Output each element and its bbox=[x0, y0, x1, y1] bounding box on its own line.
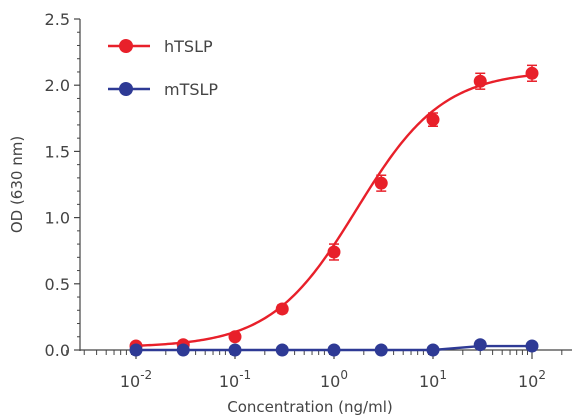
legend-marker bbox=[119, 82, 133, 96]
data-point-mTSLP bbox=[374, 343, 388, 357]
x-tick-label: 102 bbox=[518, 368, 546, 391]
series-hTSLP bbox=[129, 64, 539, 353]
legend-item-mTSLP: mTSLP bbox=[108, 80, 218, 99]
data-point-mTSLP bbox=[176, 343, 190, 357]
legend-label: mTSLP bbox=[164, 80, 218, 99]
y-tick-label: 1.5 bbox=[45, 142, 70, 161]
data-point-mTSLP bbox=[327, 343, 341, 357]
x-tick-label: 10-1 bbox=[219, 368, 251, 391]
y-tick-label: 2.5 bbox=[45, 10, 70, 29]
series-layer bbox=[129, 64, 539, 357]
y-tick-label: 1.0 bbox=[45, 209, 70, 228]
series-mTSLP bbox=[129, 338, 539, 357]
axes bbox=[79, 19, 572, 351]
data-point-mTSLP bbox=[129, 343, 143, 357]
y-tick-label: 2.0 bbox=[45, 76, 70, 95]
data-point-mTSLP bbox=[426, 343, 440, 357]
y-axis-title: OD (630 nm) bbox=[8, 136, 26, 233]
data-point-hTSLP bbox=[374, 176, 388, 190]
x-tick-label: 101 bbox=[419, 368, 447, 391]
data-point-mTSLP bbox=[473, 338, 487, 352]
series-line-hTSLP bbox=[135, 74, 533, 347]
data-point-hTSLP bbox=[275, 302, 289, 316]
data-point-mTSLP bbox=[525, 339, 539, 353]
y-tick-label: 0.5 bbox=[45, 275, 70, 294]
x-tick-label: 10-2 bbox=[120, 368, 152, 391]
data-point-hTSLP bbox=[327, 245, 341, 259]
x-axis-title: Concentration (ng/ml) bbox=[227, 398, 392, 416]
legend-item-hTSLP: hTSLP bbox=[108, 37, 213, 56]
legend: hTSLP mTSLP bbox=[108, 37, 218, 99]
legend-label: hTSLP bbox=[164, 37, 213, 56]
data-point-mTSLP bbox=[275, 343, 289, 357]
y-tick-label: 0.0 bbox=[45, 341, 70, 360]
data-point-hTSLP bbox=[426, 113, 440, 127]
data-point-hTSLP bbox=[473, 74, 487, 88]
legend-marker bbox=[119, 39, 133, 53]
x-tick-label: 100 bbox=[320, 368, 348, 391]
ticks: 0.0 0.5 1.0 1.5 2.0 2.5 10-2 10-1 100 101 102 bbox=[45, 10, 563, 391]
data-point-hTSLP bbox=[525, 66, 539, 80]
data-point-hTSLP bbox=[228, 330, 242, 344]
data-point-mTSLP bbox=[228, 343, 242, 357]
